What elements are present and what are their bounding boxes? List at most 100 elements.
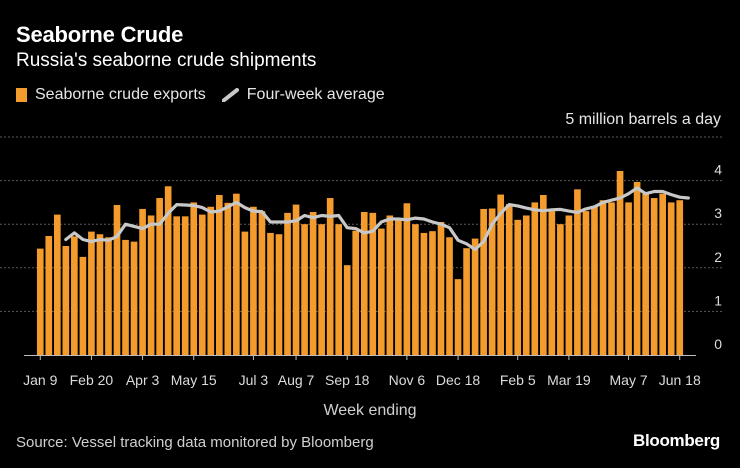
bar [608, 202, 615, 355]
bar [318, 224, 325, 355]
bar [659, 193, 667, 355]
legend-bars-label: Seaborne crude exports [35, 86, 206, 103]
bar [198, 214, 206, 355]
bar [548, 211, 556, 355]
x-tick-label: Jul 3 [239, 372, 269, 388]
bar [88, 231, 95, 355]
bar [71, 236, 78, 355]
bar [343, 265, 351, 355]
bar [96, 234, 104, 355]
bar [284, 212, 291, 355]
bar [599, 200, 607, 355]
x-tick-label: Sep 18 [325, 372, 370, 388]
bar [429, 231, 436, 355]
bar [275, 234, 283, 355]
bar [335, 224, 343, 355]
y-tick-label: 2 [714, 249, 722, 265]
bar [505, 204, 513, 355]
bar [531, 202, 539, 355]
series-line-four-week-average [64, 186, 690, 252]
bar [633, 181, 641, 355]
bar [488, 208, 496, 355]
y-tick-label: 0 [714, 336, 722, 352]
bar [625, 202, 632, 355]
bar [574, 189, 581, 355]
bar [36, 248, 44, 355]
bar [233, 193, 240, 355]
x-tick-label: Jan 9 [23, 372, 57, 388]
bar [267, 232, 274, 355]
bar [403, 203, 411, 355]
bar [582, 211, 590, 355]
bar [113, 205, 121, 355]
x-tick-label: May 7 [610, 372, 648, 388]
bar [190, 202, 198, 355]
bar [79, 256, 87, 355]
bar [45, 235, 53, 355]
bar [292, 204, 300, 355]
bar [650, 198, 658, 355]
x-axis-title: Week ending [323, 402, 417, 419]
bar [676, 200, 684, 355]
bar [454, 279, 462, 355]
x-tick-label: Feb 5 [500, 372, 536, 388]
bar [412, 224, 419, 355]
y-tick-label: 3 [714, 205, 722, 221]
bar [215, 194, 223, 355]
bar [224, 202, 232, 355]
bar [395, 219, 402, 355]
bar [105, 237, 112, 355]
x-tick-label: Mar 19 [547, 372, 591, 388]
source-note: Source: Vessel tracking data monitored b… [16, 434, 374, 451]
x-tick-label: May 15 [171, 372, 217, 388]
bloomberg-logo: Bloomberg [632, 431, 720, 450]
y-axis-unit-label: 5 million barrels a day [565, 111, 721, 128]
bar [122, 239, 129, 355]
legend-line-swatch [221, 88, 240, 102]
x-tick-label: Jun 18 [659, 372, 701, 388]
bar [130, 241, 138, 355]
x-tick-label: Feb 20 [70, 372, 114, 388]
bar [147, 215, 155, 355]
bar [463, 248, 470, 355]
bar [386, 215, 394, 355]
bar [250, 206, 257, 355]
bar [522, 215, 530, 355]
bar [377, 228, 385, 355]
bar [539, 194, 547, 355]
chart-subtitle: Russia's seaborne crude shipments [16, 50, 317, 71]
bar [62, 246, 70, 355]
bar [258, 211, 266, 355]
bar [53, 214, 61, 355]
bar [309, 211, 317, 355]
bar [437, 222, 445, 355]
legend-bar-swatch [16, 88, 27, 102]
bar [480, 208, 487, 355]
x-tick-label: Nov 6 [389, 372, 426, 388]
bar [514, 219, 522, 355]
bar [301, 224, 308, 355]
bar [497, 194, 505, 355]
x-tick-label: Apr 3 [126, 372, 160, 388]
bar [369, 212, 377, 355]
bar [642, 193, 649, 355]
bar [360, 211, 368, 355]
x-tick-label: Dec 18 [436, 372, 481, 388]
bar [557, 224, 564, 355]
bar [241, 231, 249, 355]
bar [471, 238, 479, 355]
bar [446, 237, 453, 355]
bar [591, 206, 598, 355]
bar [352, 230, 360, 355]
y-tick-label: 4 [714, 162, 722, 178]
bar [156, 198, 163, 355]
bar [420, 232, 428, 355]
bar [565, 215, 573, 355]
bar [326, 198, 334, 355]
legend-line-label: Four-week average [246, 86, 385, 103]
x-tick-label: Aug 7 [278, 372, 315, 388]
bar [181, 216, 189, 355]
y-tick-label: 1 [714, 292, 722, 308]
bar [164, 186, 172, 355]
